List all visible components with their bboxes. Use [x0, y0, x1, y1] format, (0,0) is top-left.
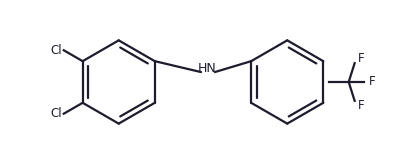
Text: F: F: [358, 52, 364, 65]
Text: Cl: Cl: [50, 44, 62, 57]
Text: F: F: [358, 99, 364, 112]
Text: HN: HN: [198, 62, 216, 75]
Text: Cl: Cl: [50, 107, 62, 120]
Text: F: F: [368, 76, 375, 88]
